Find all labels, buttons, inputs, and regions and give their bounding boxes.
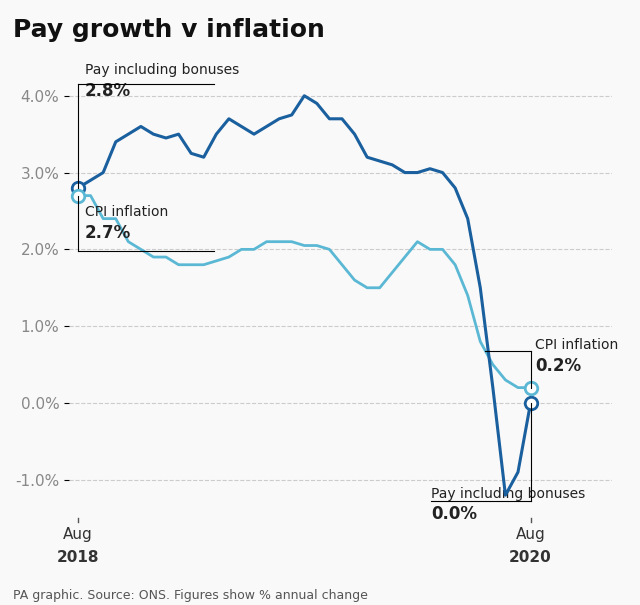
Text: 0.2%: 0.2% <box>535 357 581 375</box>
Text: Pay growth v inflation: Pay growth v inflation <box>13 18 324 42</box>
Text: Pay including bonuses: Pay including bonuses <box>85 64 239 77</box>
Text: PA graphic. Source: ONS. Figures show % annual change: PA graphic. Source: ONS. Figures show % … <box>13 589 367 602</box>
Text: 2020: 2020 <box>509 551 552 566</box>
Text: 2.8%: 2.8% <box>85 82 131 100</box>
Text: 2018: 2018 <box>57 551 99 566</box>
Text: Aug: Aug <box>516 528 545 543</box>
Text: Pay including bonuses: Pay including bonuses <box>431 488 585 502</box>
Text: CPI inflation: CPI inflation <box>85 205 168 219</box>
Text: 2.7%: 2.7% <box>85 224 131 242</box>
Text: CPI inflation: CPI inflation <box>535 338 618 352</box>
Text: Aug: Aug <box>63 528 93 543</box>
Text: 0.0%: 0.0% <box>431 505 477 523</box>
